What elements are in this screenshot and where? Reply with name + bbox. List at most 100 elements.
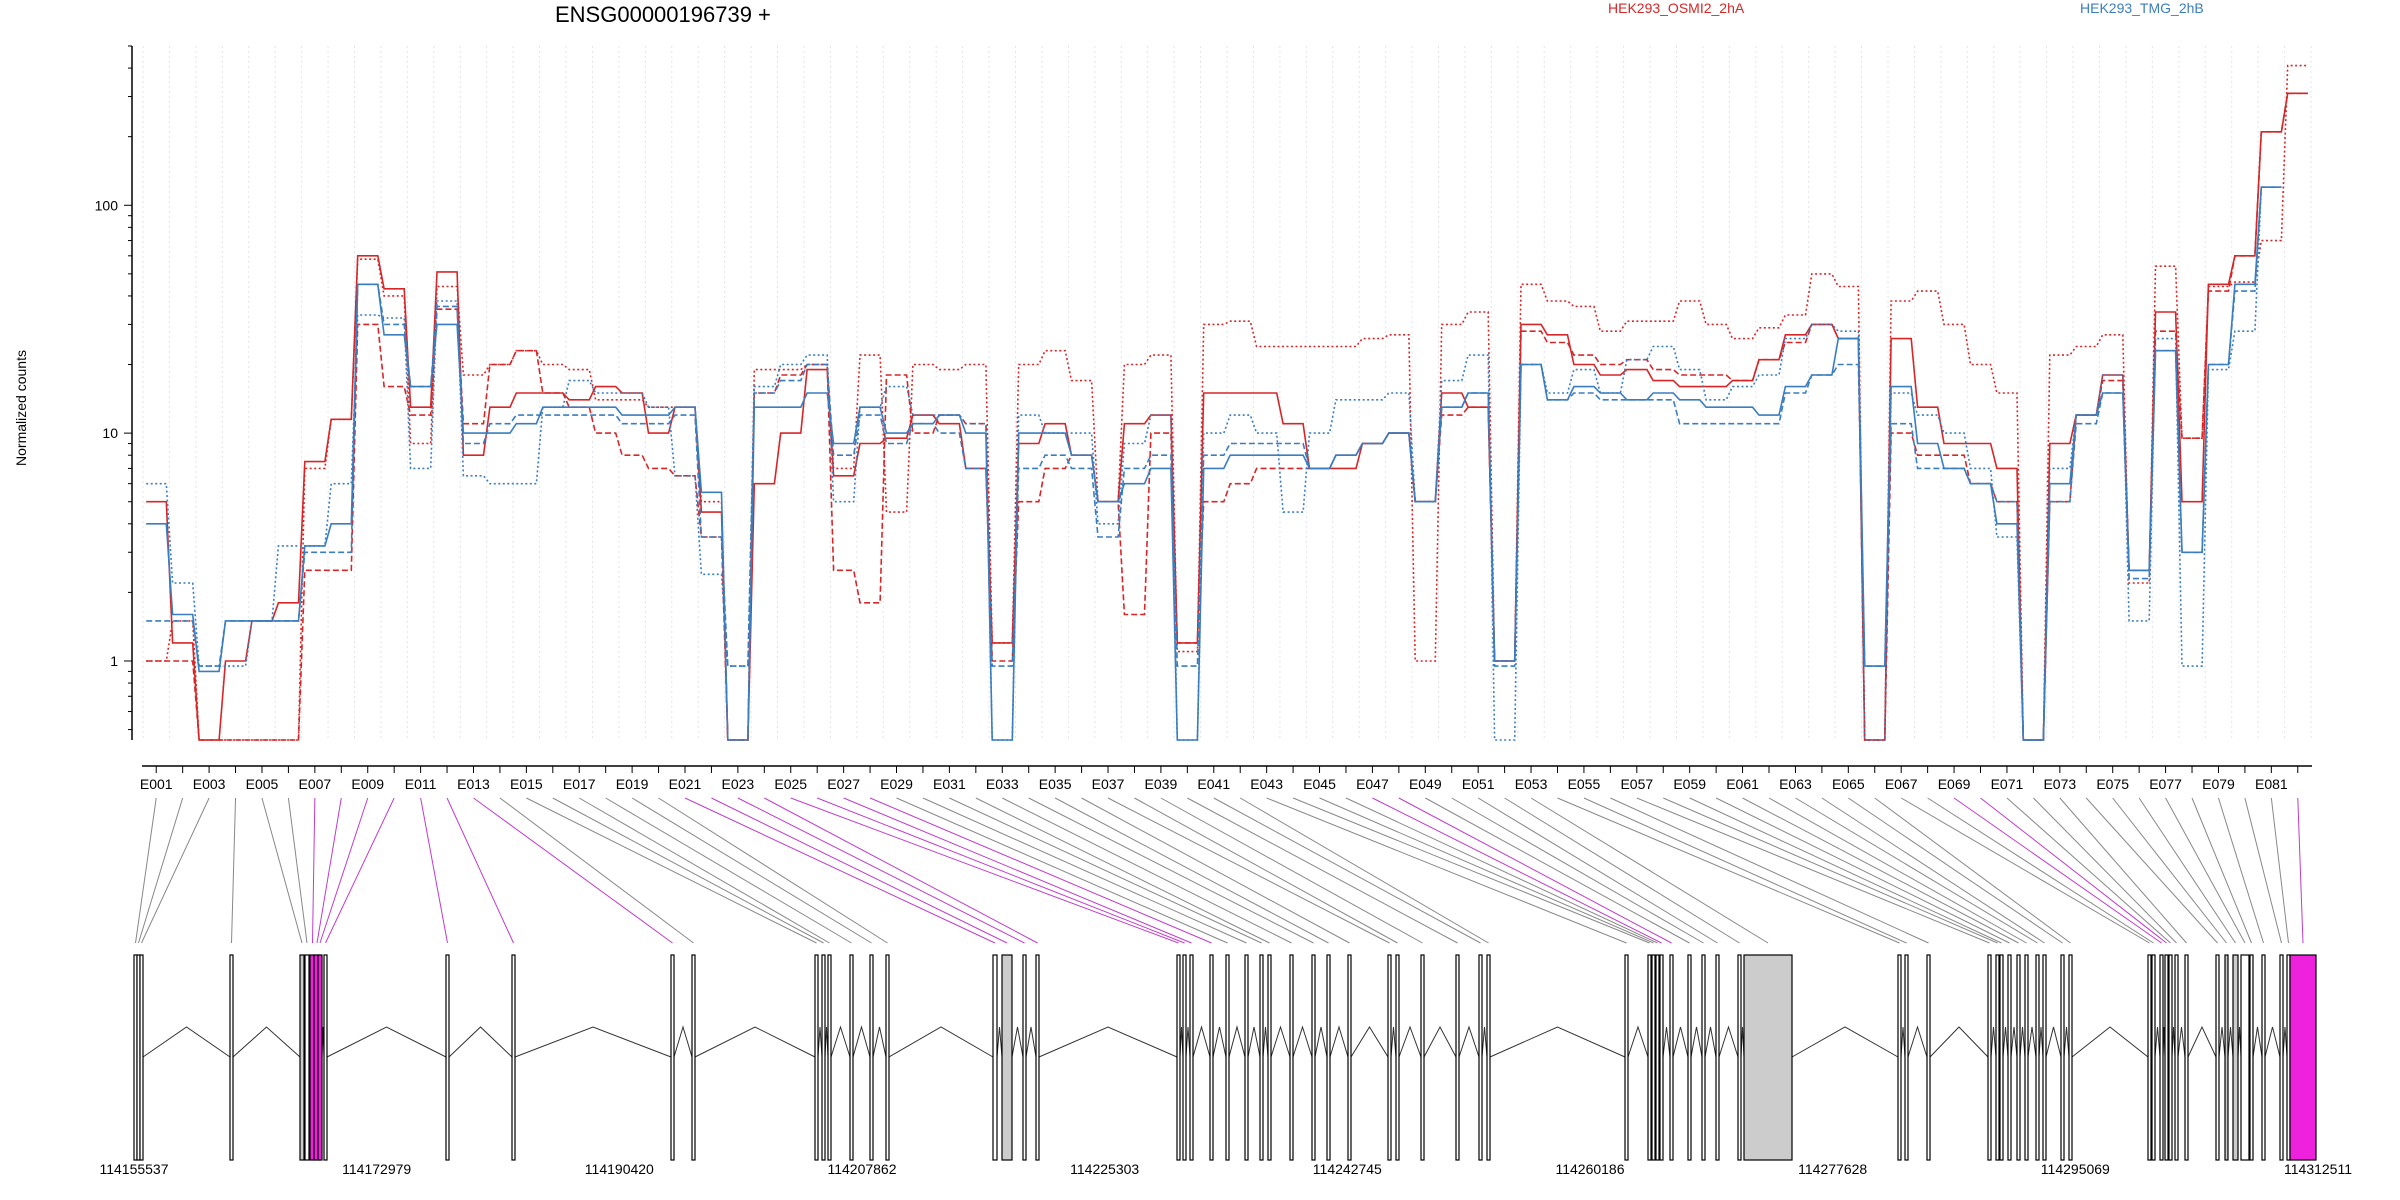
exon-connector (1292, 797, 1650, 944)
exon-tick-label: E063 (1779, 776, 1812, 792)
exon-box (299, 954, 305, 1161)
exon-box (1715, 954, 1720, 1161)
exon-box (1995, 954, 2000, 1161)
exon-tick-label: E013 (457, 776, 490, 792)
intron-line (2252, 1026, 2263, 1058)
chart-title: ENSG00000196739 + (555, 2, 771, 27)
intron-line (1990, 1026, 1997, 1058)
exon-box (1737, 954, 1742, 1161)
exon-box (992, 954, 998, 1161)
exon-connector (135, 797, 157, 944)
intron-line (2002, 1026, 2009, 1058)
intron-line (673, 1025, 693, 1058)
exon-tick-label: E039 (1145, 776, 1178, 792)
intron-line (1329, 1025, 1349, 1058)
exon-connector (319, 797, 369, 944)
genomic-coordinate-label: 114312511 (2284, 1161, 2352, 1177)
exon-connector (141, 797, 210, 944)
intron-line (852, 1025, 871, 1058)
exon-tick-label: E017 (563, 776, 596, 792)
exon-connector (2244, 797, 2282, 944)
exon-connector (631, 797, 872, 944)
exon-tick-label: E075 (2096, 776, 2129, 792)
intron-line (1011, 1026, 1024, 1058)
intron-line (1481, 1026, 1488, 1058)
exon-box (1624, 954, 1629, 1161)
exon-tick-label: E027 (827, 776, 860, 792)
exon-box (1267, 954, 1272, 1161)
exon-connector (2191, 797, 2252, 944)
intron-line (1350, 1026, 1389, 1058)
intron-line (888, 1026, 994, 1058)
intron-line (2010, 1026, 2018, 1058)
intron-line (2187, 1025, 2217, 1058)
exon-box (1035, 954, 1040, 1161)
series-line (146, 92, 2308, 741)
legend-entry-tmg: HEK293_TMG_2hB (2080, 0, 2204, 16)
intron-line (142, 1026, 231, 1058)
exon-box (1289, 954, 1294, 1161)
series-line (146, 64, 2308, 741)
exon-connector (1160, 797, 1423, 944)
exon-tick-label: E081 (2255, 776, 2288, 792)
exon-tick-label: E077 (2149, 776, 2182, 792)
exon-box (2168, 954, 2173, 1161)
exon-connector (526, 797, 817, 944)
intron-line (2282, 1026, 2288, 1058)
exon-tick-label: E021 (669, 776, 702, 792)
intron-line (1423, 1025, 1457, 1058)
exon-box (1209, 954, 1214, 1161)
exon-connector (790, 797, 1179, 944)
exon-connector (473, 797, 673, 944)
exon-tick-label: E015 (510, 776, 543, 792)
exon-box (1022, 954, 1027, 1161)
exon-box (849, 954, 854, 1161)
intron-line (1458, 1025, 1480, 1058)
intron-line (1390, 1026, 1397, 1058)
intron-line (1228, 1025, 1246, 1058)
intron-line (232, 1026, 301, 1058)
intron-line (1672, 1026, 1689, 1058)
exon-tick-label: E065 (1832, 776, 1865, 792)
intron-line (2227, 1026, 2234, 1058)
exon-box (1189, 954, 1194, 1161)
exon-connector (1663, 797, 1998, 944)
exon-box (2159, 954, 2164, 1161)
exon-box (1347, 954, 1352, 1161)
exon-box (2035, 954, 2040, 1161)
exon-tick-label: E061 (1726, 776, 1759, 792)
intron-line (1292, 1025, 1313, 1058)
exon-box (1259, 954, 1264, 1161)
exon-connector (1848, 797, 2063, 944)
intron-line (1900, 1026, 1906, 1058)
exon-connector (312, 797, 316, 944)
exon-tick-label: E029 (880, 776, 913, 792)
exon-box (1904, 954, 1909, 1161)
exon-box (670, 954, 675, 1161)
exon-box (814, 954, 819, 1161)
exon-connector (1504, 797, 1740, 944)
genomic-coordinate-label: 114225303 (1070, 1161, 1139, 1177)
exon-connector (1213, 797, 1481, 944)
exon-box (1387, 954, 1392, 1161)
exon-connector (1874, 797, 2071, 944)
exon-tick-label: E069 (1938, 776, 1971, 792)
intron-line (1489, 1026, 1626, 1058)
exon-tick-label: E011 (405, 776, 437, 792)
intron-line (2019, 1026, 2026, 1058)
exon-box (2184, 954, 2189, 1161)
intron-line (1907, 1025, 1928, 1058)
exon-connector (2138, 797, 2236, 944)
exon-connector (420, 797, 448, 944)
exon-box (869, 954, 874, 1161)
exon-connector (1345, 797, 1658, 944)
intron-line (2177, 1026, 2186, 1058)
exon-connector (1927, 797, 2154, 944)
exon-connector (1028, 797, 1314, 944)
exon-box (2174, 954, 2179, 1161)
exon-tick-label: E051 (1462, 776, 1495, 792)
exon-box (1244, 954, 1249, 1161)
exon-connector (1583, 797, 1907, 944)
exon-tick-label: E055 (1568, 776, 1601, 792)
exon-tick-label: E041 (1197, 776, 1230, 792)
